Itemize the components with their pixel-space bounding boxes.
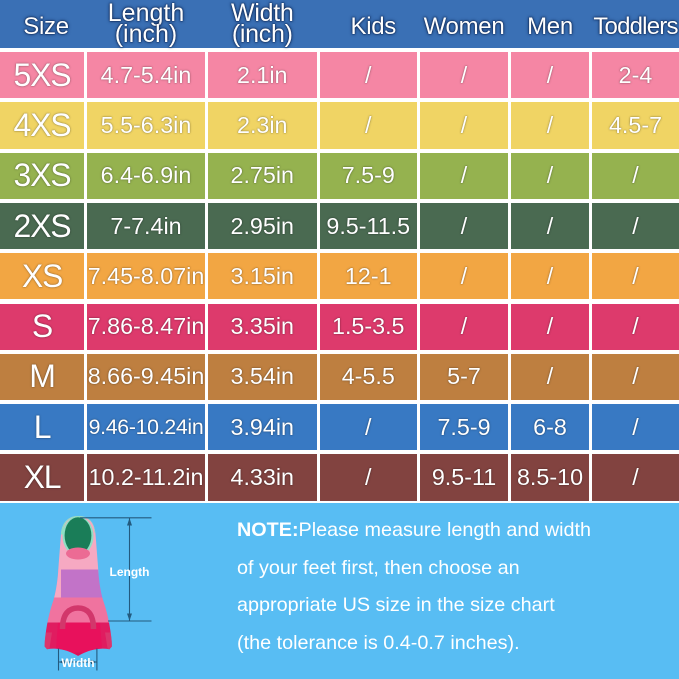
svg-text:Length: Length: [110, 565, 150, 579]
svg-text:Width: Width: [61, 656, 94, 670]
